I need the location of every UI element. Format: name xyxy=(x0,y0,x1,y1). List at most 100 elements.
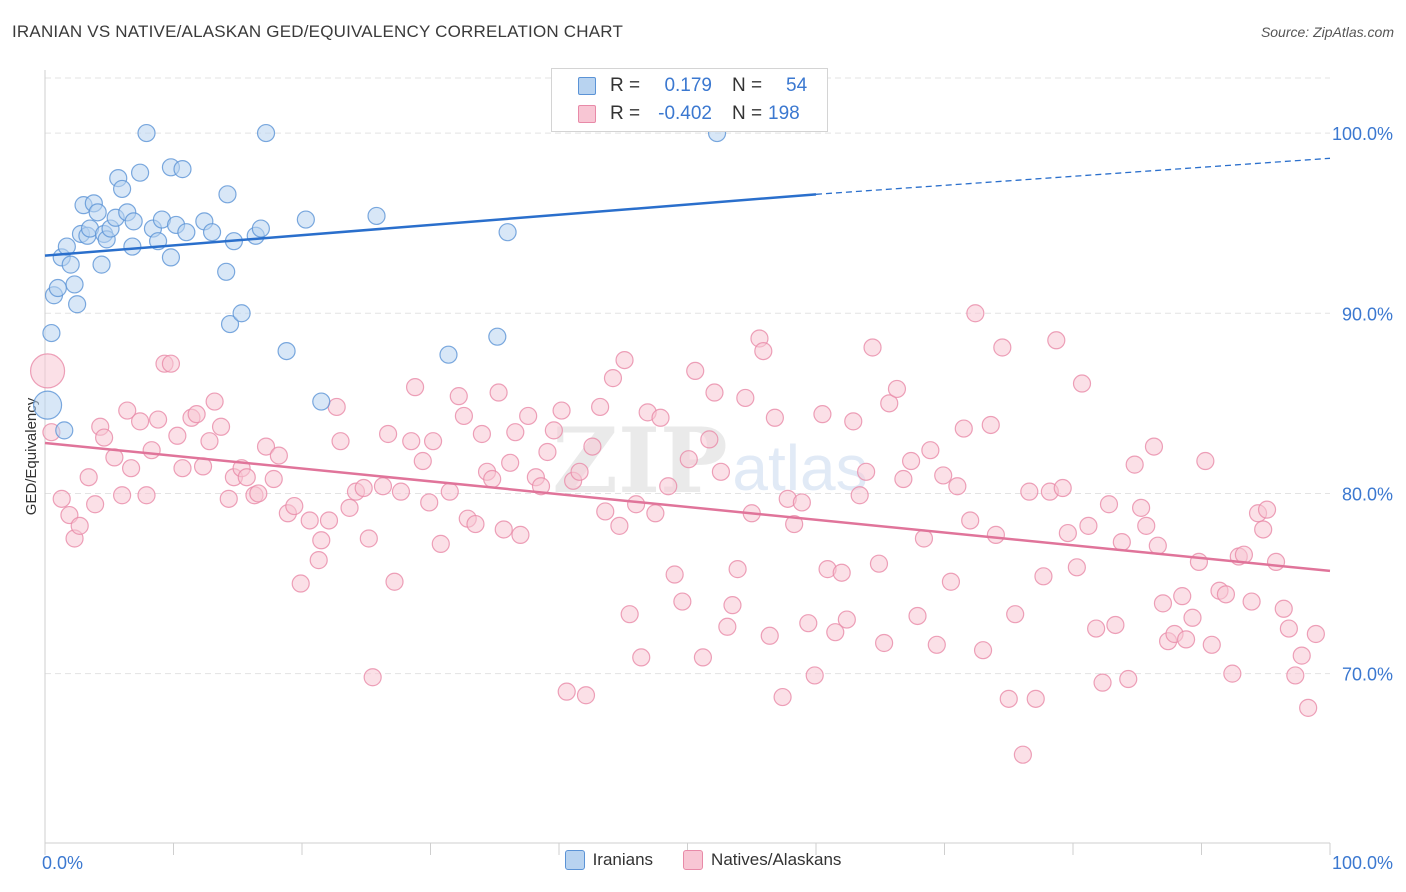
natives-point xyxy=(1223,664,1242,683)
natives-point xyxy=(538,442,557,462)
iranians-point xyxy=(498,223,517,242)
natives-point xyxy=(340,498,359,517)
natives-point xyxy=(137,486,156,505)
natives-point xyxy=(908,606,927,626)
iranians-point xyxy=(488,327,507,346)
stats-legend-box: R = 0.179 N = 54 R = -0.402 N = 198 xyxy=(551,68,828,132)
natives-point xyxy=(449,387,468,406)
natives-point xyxy=(1153,594,1173,613)
natives-point xyxy=(200,432,219,451)
natives-point xyxy=(1053,478,1072,498)
natives-point xyxy=(402,432,421,451)
natives-point xyxy=(1266,552,1286,572)
natives-point xyxy=(264,469,283,489)
natives-point xyxy=(941,572,961,591)
natives-point xyxy=(285,496,304,516)
natives-point xyxy=(728,560,747,579)
r-label: R = xyxy=(610,75,641,96)
natives-point xyxy=(1148,536,1167,555)
iranians-point xyxy=(218,185,237,204)
natives-point xyxy=(1299,698,1318,717)
natives-point xyxy=(1144,437,1164,456)
natives-trend-line xyxy=(44,441,1331,573)
natives-point xyxy=(70,516,89,535)
natives-point xyxy=(385,572,404,591)
natives-point xyxy=(121,459,141,478)
natives-point xyxy=(576,686,596,705)
natives-point xyxy=(95,428,114,447)
legend-item-natives: Natives/Alaskans xyxy=(683,850,841,870)
natives-point xyxy=(665,565,684,584)
n-label: N = xyxy=(732,75,763,96)
natives-legend-swatch xyxy=(683,850,704,870)
natives-point xyxy=(237,468,256,487)
natives-point xyxy=(966,304,985,323)
natives-point xyxy=(52,489,71,508)
natives-point xyxy=(1279,619,1298,638)
natives-point xyxy=(405,378,425,397)
watermark-atlas: atlas xyxy=(732,432,867,504)
iranians-point xyxy=(256,123,276,143)
natives-point xyxy=(850,486,869,505)
natives-point xyxy=(954,419,973,438)
iranians-trend-line xyxy=(44,193,817,257)
iranians-point xyxy=(202,223,222,242)
natives-point xyxy=(506,423,525,442)
natives-point xyxy=(596,502,615,521)
iranians-point xyxy=(220,314,240,334)
iranians-point xyxy=(68,295,87,314)
natives-point xyxy=(552,401,571,420)
natives-point xyxy=(1189,552,1209,572)
natives-point xyxy=(168,426,187,445)
iranians-swatch xyxy=(578,77,596,95)
natives-point xyxy=(483,469,502,489)
n-label: N = xyxy=(732,103,763,124)
iranians-point xyxy=(177,223,196,242)
iranians-point xyxy=(55,421,74,440)
y-tick-label: 100.0% xyxy=(1332,124,1393,144)
natives-point xyxy=(363,668,382,687)
iranians-point xyxy=(277,341,296,361)
natives-point xyxy=(1093,673,1112,692)
natives-point xyxy=(1087,619,1106,638)
natives-point xyxy=(1067,558,1086,577)
natives-point xyxy=(161,354,181,373)
natives-point xyxy=(1099,495,1119,514)
natives-point xyxy=(373,477,393,496)
natives-point xyxy=(1006,605,1025,624)
iranians-point xyxy=(112,179,132,199)
natives-point xyxy=(1125,455,1144,474)
natives-point xyxy=(1257,500,1277,519)
iranians-point xyxy=(367,206,386,226)
iranians-point xyxy=(217,262,236,281)
natives-point xyxy=(29,353,66,389)
natives-point xyxy=(378,424,398,444)
iranians-point xyxy=(48,278,67,298)
natives-swatch xyxy=(578,105,596,123)
natives-point xyxy=(948,477,967,496)
natives-point xyxy=(557,682,576,701)
natives-point xyxy=(914,529,934,548)
natives-point xyxy=(620,605,639,624)
iranians-point xyxy=(124,212,143,231)
natives-point xyxy=(544,421,563,440)
natives-point xyxy=(921,441,940,460)
natives-point xyxy=(291,574,310,593)
iranians-point xyxy=(296,210,315,229)
natives-point xyxy=(256,437,276,456)
natives-point xyxy=(686,361,705,381)
natives-point xyxy=(1132,498,1151,517)
iranians-trend-extension xyxy=(815,157,1331,195)
natives-point xyxy=(875,633,894,653)
natives-point xyxy=(511,525,530,544)
natives-point xyxy=(973,641,993,660)
iranians-point xyxy=(88,203,107,222)
natives-point xyxy=(785,514,804,534)
iranians-point xyxy=(137,123,156,143)
chart-title: IRANIAN VS NATIVE/ALASKAN GED/EQUIVALENC… xyxy=(12,22,624,41)
natives-point xyxy=(626,495,646,514)
natives-point xyxy=(300,511,319,530)
natives-point xyxy=(805,666,824,685)
natives-point xyxy=(440,482,459,501)
bottom-legend: Iranians Natives/Alaskans xyxy=(0,850,1406,870)
